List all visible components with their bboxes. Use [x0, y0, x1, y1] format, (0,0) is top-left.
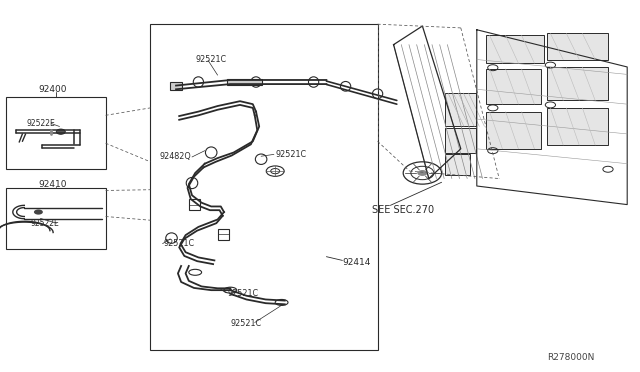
Bar [486, 69, 541, 104]
Bar [170, 82, 182, 90]
Bar [6, 97, 106, 169]
Bar [189, 199, 200, 210]
Text: 92521C: 92521C [163, 239, 195, 248]
Bar [227, 79, 262, 85]
Circle shape [417, 170, 428, 176]
Text: 92522E: 92522E [31, 219, 60, 228]
Bar [547, 33, 608, 60]
Text: 92482Q: 92482Q [160, 153, 192, 161]
Circle shape [56, 129, 65, 134]
Bar [486, 35, 544, 63]
Bar [547, 67, 608, 100]
Bar [445, 128, 476, 153]
Circle shape [34, 209, 43, 215]
Bar [445, 93, 476, 126]
Bar [6, 188, 106, 249]
Text: 92521C: 92521C [227, 289, 259, 298]
Text: 92521C: 92521C [230, 319, 262, 328]
Text: R278000N: R278000N [547, 353, 595, 362]
Bar [218, 229, 229, 240]
Bar [150, 24, 378, 350]
Text: 92414: 92414 [342, 258, 371, 267]
Text: 92521C: 92521C [195, 55, 227, 64]
Text: 92400: 92400 [38, 85, 67, 94]
Text: 92521C: 92521C [275, 150, 307, 159]
Text: 92522E: 92522E [27, 119, 56, 128]
Bar [445, 154, 470, 175]
Text: SEE SEC.270: SEE SEC.270 [372, 205, 435, 215]
Bar [547, 108, 608, 145]
Text: 92410: 92410 [38, 180, 67, 189]
Bar [486, 112, 541, 149]
